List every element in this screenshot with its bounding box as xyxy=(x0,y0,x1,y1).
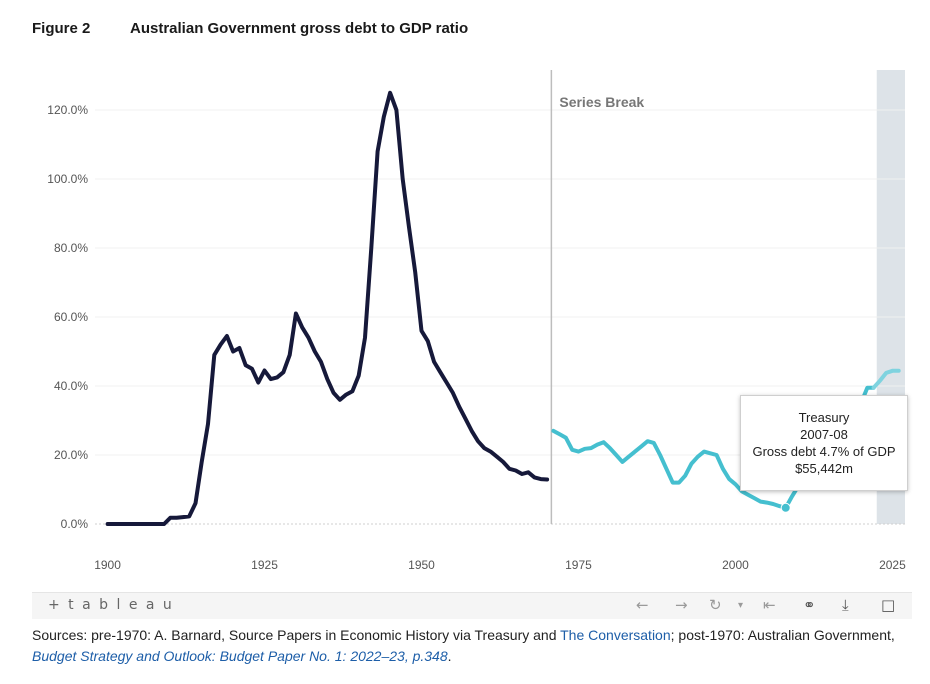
y-tick-label: 60.0% xyxy=(54,310,88,324)
y-tick-label: 80.0% xyxy=(54,241,88,255)
x-tick-label: 1925 xyxy=(251,558,278,572)
tooltip-source: Treasury xyxy=(798,410,850,425)
sources-middle: ; post-1970: Australian Government, xyxy=(670,627,895,643)
revert-icon[interactable]: ↻ xyxy=(709,596,722,614)
undo-icon[interactable]: ← xyxy=(636,596,649,614)
tableau-toolbar: + t a b l e a u ← → ↻ ▾ ⇤ ⚭ ⤓ □ xyxy=(32,592,912,619)
forecast-line xyxy=(871,368,901,390)
tooltip-amount: $55,442m xyxy=(795,461,853,476)
y-tick-label: 100.0% xyxy=(47,172,88,186)
x-tick-label: 1975 xyxy=(565,558,592,572)
y-tick-label: 120.0% xyxy=(47,103,88,117)
x-tick-label: 2000 xyxy=(722,558,749,572)
series-break-label: Series Break xyxy=(559,94,644,110)
debt-chart: 0.0% 20.0% 40.0% 60.0% 80.0% 100.0% 120.0% 1900… xyxy=(47,70,906,572)
tableau-logo[interactable]: + t a b l e a u xyxy=(48,597,174,613)
figure-title: Australian Government gross debt to GDP … xyxy=(130,20,469,37)
sources-note: Sources: pre-1970: A. Barnard, Source Pa… xyxy=(32,625,912,667)
figure-header: Figure 2 Australian Government gross debt… xyxy=(32,20,468,37)
sources-suffix: . xyxy=(447,648,452,664)
tooltip-period: 2007-08 xyxy=(800,427,848,442)
fullscreen-icon[interactable]: □ xyxy=(881,596,896,614)
download-icon[interactable]: ⤓ xyxy=(842,596,849,614)
x-tick-label: 1950 xyxy=(408,558,435,572)
y-tick-label: 0.0% xyxy=(61,517,89,531)
budget-paper-link[interactable]: Budget Strategy and Outlook: Budget Pape… xyxy=(32,648,448,664)
revert-dropdown-icon[interactable]: ▾ xyxy=(738,600,744,611)
y-tick-label: 20.0% xyxy=(54,448,88,462)
tooltip-metric: Gross debt 4.7% of GDP xyxy=(752,444,896,459)
reset-icon[interactable]: ⇤ xyxy=(763,596,776,614)
historical-line xyxy=(105,90,550,526)
sources-prefix: Sources: pre-1970: A. Barnard, Source Pa… xyxy=(32,627,561,643)
conversation-link[interactable]: The Conversation xyxy=(560,627,671,643)
y-tick-label: 40.0% xyxy=(54,379,88,393)
x-tick-label: 1900 xyxy=(94,558,121,572)
highlight-point xyxy=(780,502,791,513)
redo-icon[interactable]: → xyxy=(675,596,688,614)
share-icon[interactable]: ⚭ xyxy=(803,596,816,614)
tooltip: Treasury 2007-08 Gross debt 4.7% of GDP … xyxy=(740,395,908,491)
x-tick-label: 2025 xyxy=(879,558,906,572)
figure-number: Figure 2 xyxy=(32,20,91,37)
